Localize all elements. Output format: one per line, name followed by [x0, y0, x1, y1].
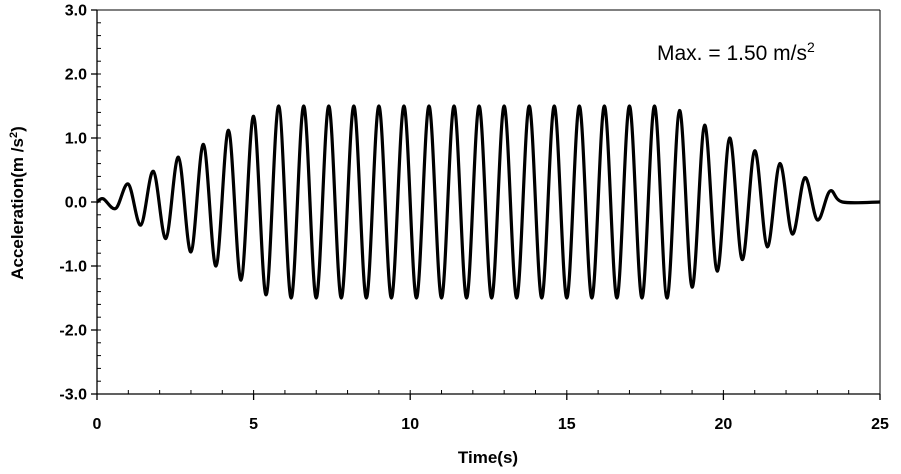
- y-tick-label: 0.0: [65, 195, 87, 212]
- x-tick-label: 0: [93, 416, 102, 433]
- max-value-annotation: Max. = 1.50 m/s2: [657, 39, 815, 65]
- x-tick-labels: 0 5 10 15 20 25: [93, 416, 889, 433]
- y-axis-title: Acceleration(m /s2): [8, 126, 27, 280]
- y-axis-title-superscript: 2: [8, 132, 20, 138]
- y-axis-title-tail: ): [8, 126, 27, 132]
- y-tick-label: 1.0: [65, 131, 87, 148]
- major-tick-marks: [91, 9, 881, 400]
- y-tick-label: 2.0: [65, 67, 87, 84]
- y-tick-label: -3.0: [59, 387, 87, 404]
- max-value-superscript: 2: [807, 39, 815, 55]
- x-tick-label: 15: [558, 416, 576, 433]
- y-tick-label: -1.0: [59, 259, 87, 276]
- x-tick-label: 25: [871, 416, 889, 433]
- minor-tick-marks: [96, 9, 881, 395]
- max-value-text: Max. = 1.50 m/s: [657, 42, 807, 65]
- x-tick-label: 5: [249, 416, 258, 433]
- y-tick-label: 3.0: [65, 3, 87, 20]
- x-tick-label: 10: [401, 416, 419, 433]
- y-axis-title-main: Acceleration(m /s: [8, 138, 27, 280]
- x-axis-title: Time(s): [458, 448, 518, 467]
- y-tick-label: -2.0: [59, 323, 87, 340]
- acceleration-series-line: [96, 104, 881, 300]
- y-tick-labels: 3.0 2.0 1.0 0.0 -1.0 -2.0 -3.0: [59, 3, 87, 404]
- x-tick-label: 20: [715, 416, 733, 433]
